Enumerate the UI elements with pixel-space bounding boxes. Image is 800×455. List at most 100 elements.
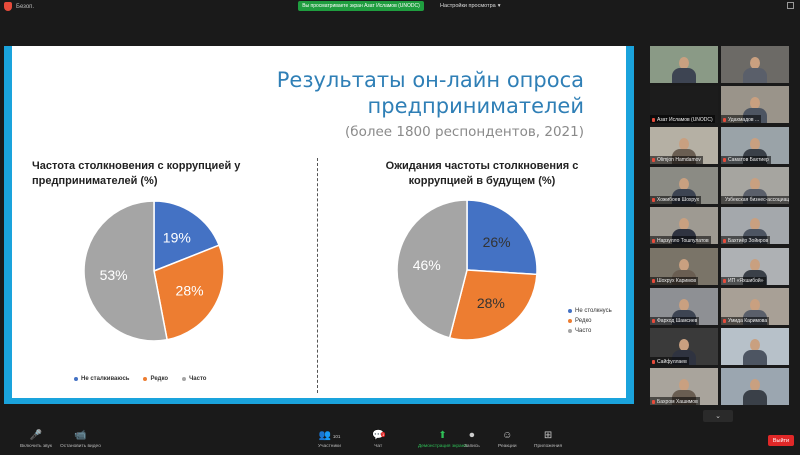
chart2-slice-2 [448,269,538,341]
legend-label: Часто [575,328,592,334]
chart1-slice-2 [153,244,225,341]
participant-tile[interactable]: Шохрух Каримов [650,247,718,285]
reactions-button[interactable]: ☺ Реакции [498,430,517,449]
legend-swatch [182,377,187,381]
slide-content: Результаты он-лайн опроса предпринимател… [12,46,626,404]
participant-silhouette [742,335,768,366]
participant-tile[interactable]: Бахтиёр Зойиров [721,207,789,245]
legend-label: Редко [575,318,592,324]
participant-tile[interactable]: Удахмадов ... [721,86,789,124]
slide-subtitle: (более 1800 респондентов, 2021) [345,124,584,140]
view-options-button[interactable]: Настройки просмотра ▾ [440,1,500,11]
shared-slide: Результаты он-лайн опроса предпринимател… [4,46,634,404]
chart2-label-2: 28% [477,295,505,311]
share-button[interactable]: ⬆ Демонстрация экрана [418,430,467,449]
participant-tile[interactable]: Бахром Хашимов [650,368,718,406]
participant-name: Фарход Шамсиев [650,316,700,325]
mic-muted-icon [652,117,655,122]
participant-tile[interactable]: Нарзулло Тошпулатов [650,207,718,245]
chart1-label-3: 53% [100,267,128,283]
share-icon: ⬆ [438,430,447,441]
mic-muted-icon [723,117,726,122]
chart2-label-1: 26% [483,234,511,250]
video-button[interactable]: 📹 Остановить видео [60,430,101,449]
chart1-legend: Не сталкиваюсь Редко Часто [74,376,206,382]
legend-swatch [74,377,78,381]
top-bar: Безоп. Вы просматриваете экран Азат Исла… [0,0,800,14]
participant-tile[interactable]: Сайфуллаев [650,328,718,366]
mic-muted-icon [652,198,655,203]
participant-silhouette [742,53,768,83]
mute-button[interactable]: 🎤 Включить звук [20,430,52,449]
participant-tile[interactable]: Узбекская бизнес-ассоциация [721,166,789,204]
mic-muted-icon [723,238,726,243]
chat-button[interactable]: 💬 Чат 1 [372,430,386,449]
apps-label: Приложения [534,444,563,449]
leave-meeting-button[interactable]: Выйти [768,435,794,446]
chart1-slice-1 [153,200,221,273]
participant-name: Бахром Хашимов [650,397,700,406]
video-icon: 📹 [74,430,87,441]
participant-name: Olimjon Hamdamov [650,155,703,164]
participant-tile[interactable]: Фарход Шамсиев [650,287,718,325]
participant-tile[interactable]: Умида Каримова [721,287,789,325]
mic-muted-icon [652,399,655,404]
reactions-icon: ☺ [502,430,513,441]
apps-icon: ⊞ [543,430,553,441]
security-indicator[interactable]: Безоп. [4,2,34,11]
participant-name: Нарзулло Тошпулатов [650,236,711,245]
chart2-legend-item: Редко [568,318,612,324]
participant-tile[interactable]: Саматов Бахтиер [721,126,789,164]
participant-tile[interactable] [650,46,718,83]
mic-muted-icon [723,158,726,163]
participant-name: Узбекская бизнес-ассоциация [721,195,789,204]
legend-label: Редко [150,376,169,382]
mic-muted-icon [652,279,655,283]
participant-tile[interactable] [721,46,789,83]
participant-tile[interactable]: ИП «Яхшибой» [721,247,789,285]
apps-button[interactable]: ⊞ Приложения [534,430,562,449]
gallery-next-button[interactable]: ⌄ [703,410,733,422]
participant-name: Умида Каримова [721,316,770,325]
participant-tile[interactable]: Хожибоев Шохрух [650,166,718,204]
chart1-legend-item: Не сталкиваюсь [74,376,129,382]
record-button[interactable]: ⏺ Запись [464,430,480,449]
participant-tile[interactable]: Азат Исламов (UNODC) [650,86,718,124]
record-label: Запись [464,444,480,449]
slide-header: Результаты он-лайн опроса предпринимател… [12,46,626,144]
chart2-slice-3 [396,199,468,339]
chart2-legend-item: Не столкнусь [568,308,612,314]
slide-title-line2: предпринимателей [367,94,584,118]
chevron-down-icon: ▾ [497,3,501,9]
legend-label: Часто [189,376,207,382]
participant-tile[interactable] [721,368,789,406]
chart1-slice-3 [83,200,168,342]
legend-swatch [568,329,572,333]
chat-icon: 💬 [372,430,385,441]
participant-name: Сайфуллаев [650,357,689,366]
participant-tile[interactable] [721,328,789,366]
mic-muted-icon [723,279,726,283]
chat-badge: 1 [381,432,386,437]
chart1-title: Частота столкновения с коррупцией у пред… [32,160,241,187]
chart1-legend-item: Редко [143,376,168,382]
legend-label: Не столкнусь [575,308,612,314]
screen-share-banner: Вы просматриваете экран Азат Исламов (UN… [298,1,424,11]
participant-name: Хожибоев Шохрух [650,195,702,204]
fullscreen-icon[interactable] [787,2,794,9]
shield-icon [4,2,12,11]
chart1-label-2: 28% [176,283,204,299]
chart1-legend-item: Часто [182,376,206,382]
mic-muted-icon [652,158,655,163]
participant-name: ИП «Яхшибой» [721,276,766,285]
meeting-toolbar: Выйти 🎤 Включить звук 📹 Остановить видео 👥 10… [0,427,800,455]
participants-button[interactable]: 👥 101 Участники [318,430,341,449]
chat-label: Чат [374,444,383,449]
chart2-slice-1 [466,199,538,276]
legend-label: Не сталкиваюсь [81,376,130,382]
participant-name: Шохрух Каримов [650,276,699,285]
mic-muted-icon [723,319,726,324]
participant-name: Азат Исламов (UNODC) [650,115,715,124]
participant-tile[interactable]: Olimjon Hamdamov [650,126,718,164]
